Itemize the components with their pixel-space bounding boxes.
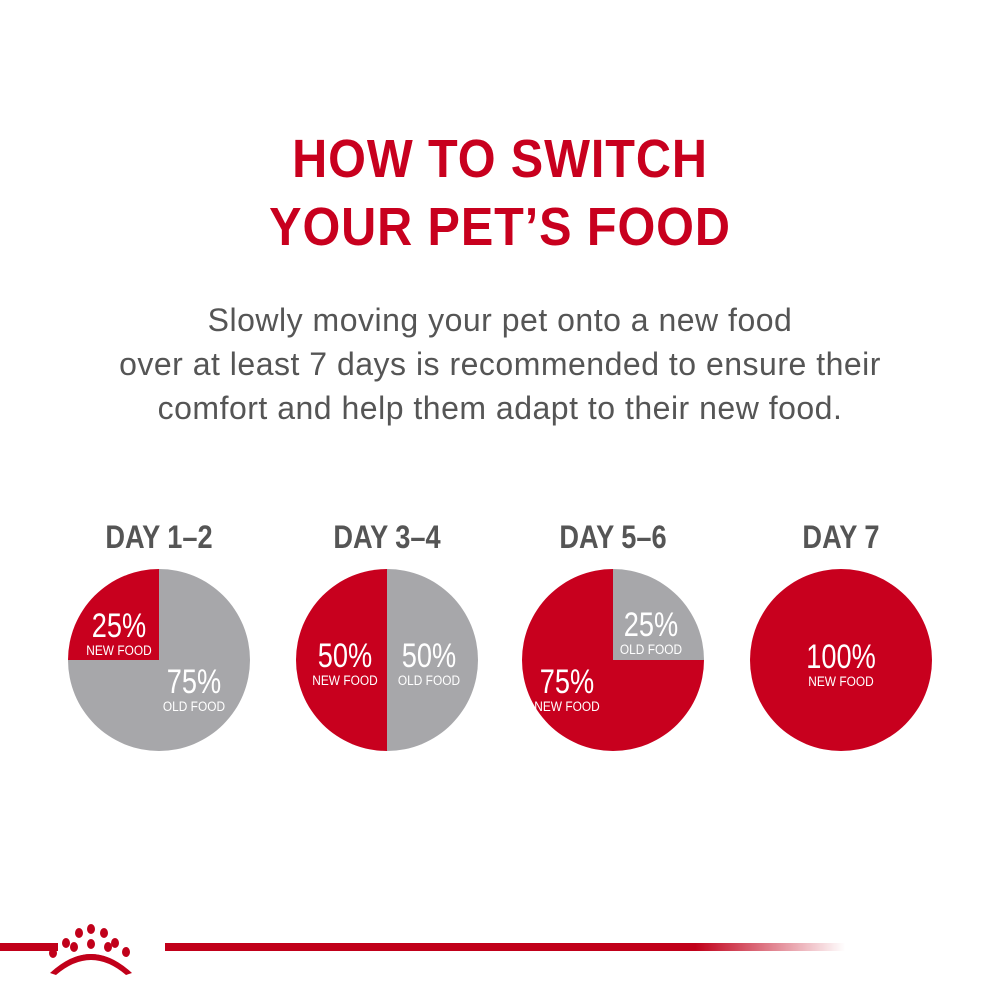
footer-line-left	[0, 943, 58, 951]
slice-percent: 25%	[624, 605, 678, 644]
title-line-2: YOUR PET’S FOOD	[269, 197, 731, 257]
slice-percent: 100%	[806, 637, 876, 676]
day-heading: DAY 5–6	[559, 520, 666, 556]
slice-label: NEW FOOD	[312, 672, 377, 688]
new-food-slice	[68, 569, 159, 660]
pie-chart-3: DAY 5–6 75%NEW FOOD 25%OLD FOOD	[522, 520, 704, 751]
slice-label: OLD FOOD	[163, 698, 225, 714]
old-food-slice	[613, 569, 704, 660]
royal-canin-crown-icon	[49, 924, 132, 975]
pie-chart-4: DAY 7 100%NEW FOOD	[750, 520, 932, 751]
day-heading: DAY 7	[802, 520, 879, 556]
old-food-slice	[68, 569, 250, 751]
slice-label: NEW FOOD	[534, 698, 599, 714]
new-food-slice	[296, 569, 387, 751]
slice-percent: 75%	[540, 662, 594, 701]
slice-percent: 75%	[167, 662, 221, 701]
subtitle-line-3: comfort and help them adapt to their new…	[157, 390, 843, 426]
slice-percent: 50%	[402, 636, 456, 675]
title-line-1: HOW TO SWITCH	[292, 129, 708, 189]
pie-chart-1: DAY 1–2 25%NEW FOOD 75%OLD FOOD	[68, 520, 250, 751]
old-food-slice	[387, 569, 478, 751]
footer-line-right	[165, 943, 845, 951]
slice-label: OLD FOOD	[620, 641, 682, 657]
subtitle-line-1: Slowly moving your pet onto a new food	[207, 302, 793, 338]
slice-percent: 25%	[92, 606, 146, 645]
day-heading: DAY 3–4	[333, 520, 441, 556]
day-heading: DAY 1–2	[105, 520, 212, 556]
slice-label: NEW FOOD	[808, 673, 873, 689]
subtitle-line-2: over at least 7 days is recommended to e…	[119, 346, 881, 382]
slice-label: OLD FOOD	[398, 672, 460, 688]
new-food-slice	[750, 569, 932, 751]
slice-label: NEW FOOD	[86, 642, 151, 658]
slice-percent: 50%	[318, 636, 372, 675]
